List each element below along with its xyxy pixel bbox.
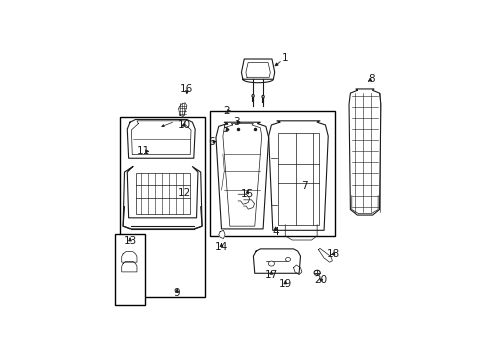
Text: 1: 1 — [282, 53, 288, 63]
Ellipse shape — [262, 95, 264, 98]
Text: 11: 11 — [137, 146, 150, 156]
Text: 10: 10 — [177, 120, 190, 130]
Text: 2: 2 — [224, 106, 230, 116]
Ellipse shape — [251, 94, 254, 97]
Text: 15: 15 — [240, 189, 253, 199]
Polygon shape — [127, 120, 195, 158]
Text: 4: 4 — [272, 227, 278, 237]
Text: 20: 20 — [314, 275, 327, 285]
Bar — [115, 234, 144, 305]
Polygon shape — [268, 121, 327, 230]
Polygon shape — [318, 248, 332, 262]
Text: 17: 17 — [264, 270, 278, 280]
Text: 7: 7 — [301, 181, 307, 191]
Polygon shape — [218, 230, 224, 239]
Text: 3: 3 — [232, 117, 239, 127]
Polygon shape — [122, 261, 137, 272]
Polygon shape — [243, 200, 254, 209]
Polygon shape — [122, 252, 137, 262]
Text: 9: 9 — [174, 288, 180, 298]
Ellipse shape — [268, 261, 274, 266]
Text: 5: 5 — [222, 124, 228, 134]
Bar — [210, 111, 334, 236]
Text: 8: 8 — [367, 74, 374, 84]
Text: 6: 6 — [207, 136, 214, 147]
Polygon shape — [238, 194, 249, 204]
Polygon shape — [348, 89, 380, 215]
Polygon shape — [293, 265, 301, 275]
Polygon shape — [216, 122, 268, 229]
Text: 18: 18 — [326, 249, 340, 259]
Polygon shape — [253, 249, 300, 273]
Text: 12: 12 — [177, 188, 190, 198]
Polygon shape — [178, 103, 186, 117]
Polygon shape — [241, 59, 274, 79]
Bar — [278, 133, 318, 225]
Ellipse shape — [313, 270, 320, 275]
Polygon shape — [123, 167, 202, 229]
Bar — [135, 174, 189, 214]
Text: 13: 13 — [123, 237, 136, 246]
Ellipse shape — [285, 257, 290, 261]
Text: 19: 19 — [278, 279, 291, 289]
Bar — [120, 117, 204, 297]
Text: 16: 16 — [180, 84, 193, 94]
Text: 14: 14 — [214, 242, 228, 252]
